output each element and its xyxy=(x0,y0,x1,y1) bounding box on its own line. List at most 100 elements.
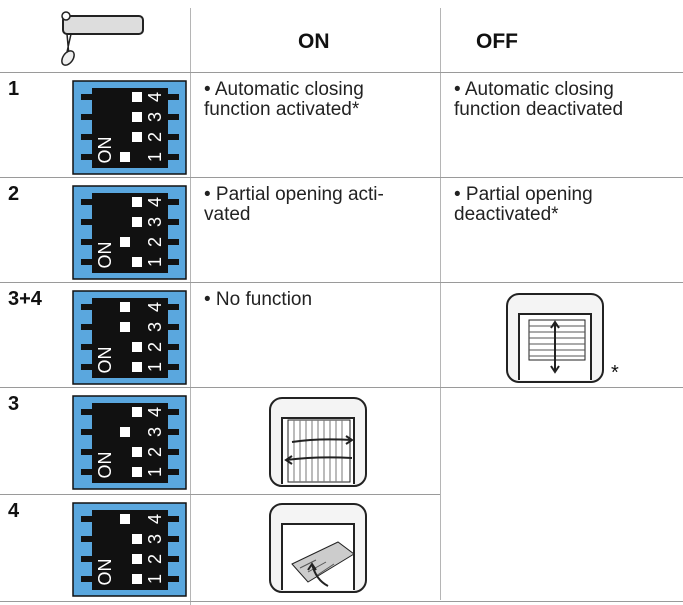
garage-door-vertical-icon xyxy=(506,293,604,383)
on-cell: • No function xyxy=(204,290,312,310)
text-line: • Automatic closing xyxy=(454,79,614,100)
switch-number: 3 xyxy=(145,322,165,332)
row-divider xyxy=(0,72,683,73)
switch-pin xyxy=(167,94,179,100)
switch-number: 3 xyxy=(145,112,165,122)
switch-number: 2 xyxy=(145,237,165,247)
switch-pin xyxy=(167,364,179,370)
switch-on-label: ON xyxy=(95,347,115,374)
switch-pin xyxy=(167,134,179,140)
switch-lever xyxy=(132,574,142,584)
text-line: • No function xyxy=(204,289,313,310)
switch-pin xyxy=(81,219,93,225)
switch-number: 1 xyxy=(145,257,165,267)
switch-pin xyxy=(167,114,179,120)
switch-pin xyxy=(81,134,93,140)
switch-lever xyxy=(120,152,130,162)
off-cell: • Partial opening deactivated* xyxy=(454,185,593,225)
switch-lever xyxy=(120,322,130,332)
switch-lever xyxy=(132,362,142,372)
switch-pin xyxy=(167,556,179,562)
switch-number: 2 xyxy=(145,447,165,457)
switch-number: 3 xyxy=(145,534,165,544)
header-off: OFF xyxy=(476,30,518,53)
switch-number: 1 xyxy=(145,574,165,584)
switch-pin xyxy=(81,94,93,100)
switch-pin xyxy=(81,154,93,160)
switch-number: 3 xyxy=(145,427,165,437)
switch-pin xyxy=(167,536,179,542)
switch-body xyxy=(92,403,168,483)
switch-pin xyxy=(81,556,93,562)
text-line: deactivated* xyxy=(454,204,559,225)
row-divider xyxy=(0,387,683,388)
text-line: vated xyxy=(204,204,251,225)
switch-pin xyxy=(81,344,93,350)
switch-number: 4 xyxy=(145,407,165,417)
column-divider xyxy=(190,8,191,605)
dip-switch: 1 2 3 4 ON xyxy=(72,290,187,385)
on-cell: • Partial opening acti- vated xyxy=(204,185,384,225)
header-on: ON xyxy=(298,30,330,53)
switch-on-label: ON xyxy=(95,559,115,586)
switch-number: 3 xyxy=(145,217,165,227)
switch-pin xyxy=(81,239,93,245)
switch-pin xyxy=(81,576,93,582)
switch-lever xyxy=(132,342,142,352)
switch-number: 1 xyxy=(145,152,165,162)
switch-pin xyxy=(81,516,93,522)
switch-pin xyxy=(167,516,179,522)
footnote-mark: * xyxy=(611,362,619,384)
column-divider xyxy=(440,388,441,600)
switch-pin xyxy=(81,259,93,265)
switch-lever xyxy=(132,217,142,227)
switch-pin xyxy=(81,324,93,330)
switch-pin xyxy=(167,576,179,582)
dip-switch: 1 2 3 4 ON xyxy=(72,502,187,597)
dip-switch: 1 2 3 4 ON xyxy=(72,185,187,280)
off-cell: • Automatic closing function deactivated xyxy=(454,80,623,120)
switch-pin xyxy=(81,536,93,542)
switch-lever xyxy=(132,534,142,544)
switch-pin xyxy=(81,449,93,455)
switch-lever xyxy=(132,257,142,267)
switch-pin xyxy=(167,409,179,415)
row-divider xyxy=(0,601,683,602)
switch-lever xyxy=(132,112,142,122)
switch-pin xyxy=(167,199,179,205)
row-label: 3 xyxy=(8,393,20,415)
switch-pin xyxy=(81,429,93,435)
switch-pin xyxy=(167,344,179,350)
switch-pin xyxy=(81,469,93,475)
row-divider xyxy=(0,494,440,495)
switch-number: 2 xyxy=(145,132,165,142)
row-label: 4 xyxy=(8,500,20,522)
switch-lever xyxy=(120,237,130,247)
switch-pin xyxy=(167,239,179,245)
switch-number: 2 xyxy=(145,554,165,564)
switch-pin xyxy=(81,364,93,370)
switch-pin xyxy=(81,114,93,120)
switch-pin xyxy=(167,304,179,310)
on-cell: • Automatic closing function activated* xyxy=(204,80,364,120)
switch-pin xyxy=(167,259,179,265)
switch-pin xyxy=(167,219,179,225)
switch-body xyxy=(92,193,168,273)
text-line: • Automatic closing xyxy=(204,79,364,100)
row-label: 2 xyxy=(8,183,20,205)
switch-pin xyxy=(167,154,179,160)
switch-lever xyxy=(132,467,142,477)
switch-number: 4 xyxy=(145,197,165,207)
column-divider xyxy=(440,8,441,388)
remote-control-icon xyxy=(61,11,144,66)
switch-on-label: ON xyxy=(95,242,115,269)
dip-switch: 1 2 3 4 ON xyxy=(72,80,187,175)
row-label: 1 xyxy=(8,78,20,100)
switch-lever xyxy=(120,302,130,312)
switch-pin xyxy=(167,469,179,475)
switch-number: 4 xyxy=(145,92,165,102)
switch-lever xyxy=(120,514,130,524)
garage-door-swing-icon xyxy=(269,503,367,593)
switch-pin xyxy=(81,409,93,415)
